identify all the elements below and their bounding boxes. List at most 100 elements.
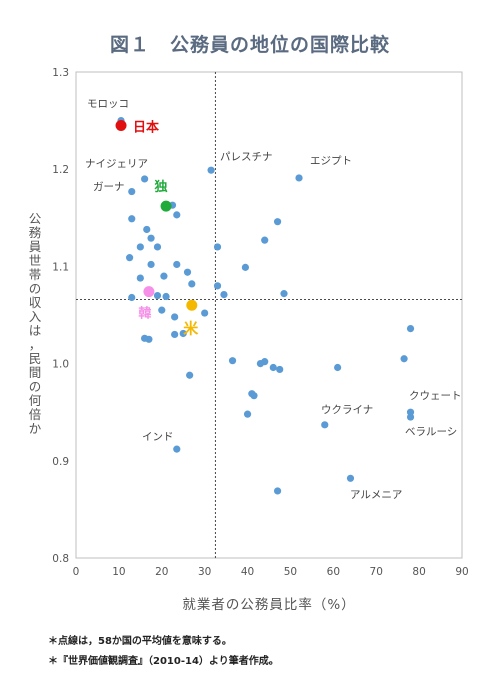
data-point (158, 306, 166, 314)
highlight-label: 日本 (133, 119, 159, 135)
data-point (220, 290, 228, 299)
data-point (406, 413, 415, 421)
data-point (295, 174, 303, 182)
y-tick-label: 1.3 (52, 67, 69, 79)
data-point (346, 474, 355, 482)
data-point (153, 291, 162, 300)
data-point (128, 187, 136, 196)
country-annotation: ウクライナ (321, 404, 373, 416)
y-axis-label-char: 員 (28, 239, 42, 254)
data-point (153, 243, 162, 251)
data-point (186, 371, 194, 379)
country-annotation: インド (142, 431, 174, 443)
data-point (173, 211, 181, 219)
data-point (213, 243, 222, 251)
country-annotation: ベラルーシ (405, 426, 457, 438)
data-point (173, 445, 181, 453)
data-point (276, 365, 284, 374)
highlight-label: 独 (155, 179, 168, 195)
y-axis-label-char: か (28, 421, 42, 436)
data-point (179, 329, 187, 338)
data-point (160, 272, 168, 280)
x-tick-label: 70 (370, 566, 383, 578)
data-point (171, 330, 179, 339)
plot-area-frame (75, 71, 463, 559)
data-point (143, 225, 151, 234)
highlight-point (186, 299, 198, 311)
data-point (171, 313, 179, 321)
y-axis-label-char: 帯 (28, 267, 42, 282)
country-annotation: クウェート (409, 390, 462, 402)
data-point (201, 309, 209, 317)
data-point (250, 392, 258, 400)
highlight-label: 米 (183, 319, 199, 337)
footnote-average-line: ＊点線は，58か国の平均値を意味する。 (48, 636, 232, 647)
data-point (136, 243, 144, 251)
highlight-point (160, 200, 172, 212)
country-annotation: ナイジェリア (85, 158, 148, 170)
y-tick-label: 0.9 (52, 456, 69, 468)
data-point (136, 274, 144, 282)
y-axis-label-char: 民 (28, 351, 42, 366)
data-point (173, 260, 181, 269)
data-point (141, 175, 149, 183)
data-point (280, 290, 288, 298)
data-point (406, 325, 415, 333)
data-point (183, 268, 192, 276)
y-axis-label-char: は (28, 323, 42, 338)
x-axis-label: 就業者の公務員比率（%） (182, 597, 356, 613)
country-annotation: ガーナ (93, 181, 125, 193)
data-point (228, 357, 237, 365)
country-annotation: エジプト (310, 155, 352, 167)
y-tick-label: 1.0 (52, 359, 69, 371)
y-axis-label-char: の (28, 281, 42, 296)
x-tick-label: 20 (155, 566, 168, 578)
data-point (145, 335, 153, 343)
highlight-point (115, 119, 127, 131)
data-point (261, 358, 269, 366)
y-axis-label-char: 何 (28, 393, 42, 408)
x-tick-label: 0 (73, 566, 80, 578)
highlight-point (143, 286, 155, 298)
x-tick-label: 80 (412, 566, 425, 578)
data-point (128, 215, 136, 223)
y-axis-label-char: 務 (28, 225, 42, 240)
y-axis-label-char: 公 (28, 211, 42, 226)
country-annotation: モロッコ (87, 98, 129, 110)
footnote-source: ＊『世界価値観調査』（2010-14）より筆者作成。 (48, 656, 279, 667)
data-point (273, 218, 282, 226)
data-point (188, 280, 196, 288)
y-axis-label-char: 倍 (28, 407, 42, 422)
y-axis-label-char: 間 (28, 365, 42, 380)
country-annotation: パレスチナ (220, 151, 273, 163)
y-axis-label-char: の (28, 379, 42, 394)
x-tick-label: 50 (284, 566, 297, 578)
data-point (147, 234, 155, 242)
country-annotation: アルメニア (350, 489, 402, 501)
y-axis-label-char: ， (28, 337, 42, 352)
data-point (207, 166, 215, 174)
data-point (261, 236, 269, 244)
x-tick-label: 60 (327, 566, 340, 578)
data-point (147, 260, 155, 269)
data-point (400, 355, 408, 363)
data-point (128, 293, 136, 302)
y-axis-label-char: 世 (28, 253, 42, 268)
data-point (321, 421, 329, 429)
data-point (273, 487, 282, 495)
y-tick-label: 1.1 (52, 261, 69, 273)
y-tick-label: 0.8 (52, 553, 69, 565)
x-tick-label: 10 (112, 566, 125, 578)
x-tick-label: 40 (241, 566, 254, 578)
data-point (241, 263, 250, 271)
data-point (213, 282, 222, 290)
y-tick-label: 1.2 (52, 164, 69, 176)
chart-title: 図１ 公務員の地位の国際比較 (109, 34, 390, 56)
y-axis-label-char: 入 (28, 309, 42, 324)
data-point (243, 410, 252, 418)
data-point (269, 363, 277, 372)
highlight-label: 韓 (138, 306, 151, 322)
x-tick-label: 30 (198, 566, 211, 578)
y-axis-label-char: 収 (28, 295, 42, 310)
